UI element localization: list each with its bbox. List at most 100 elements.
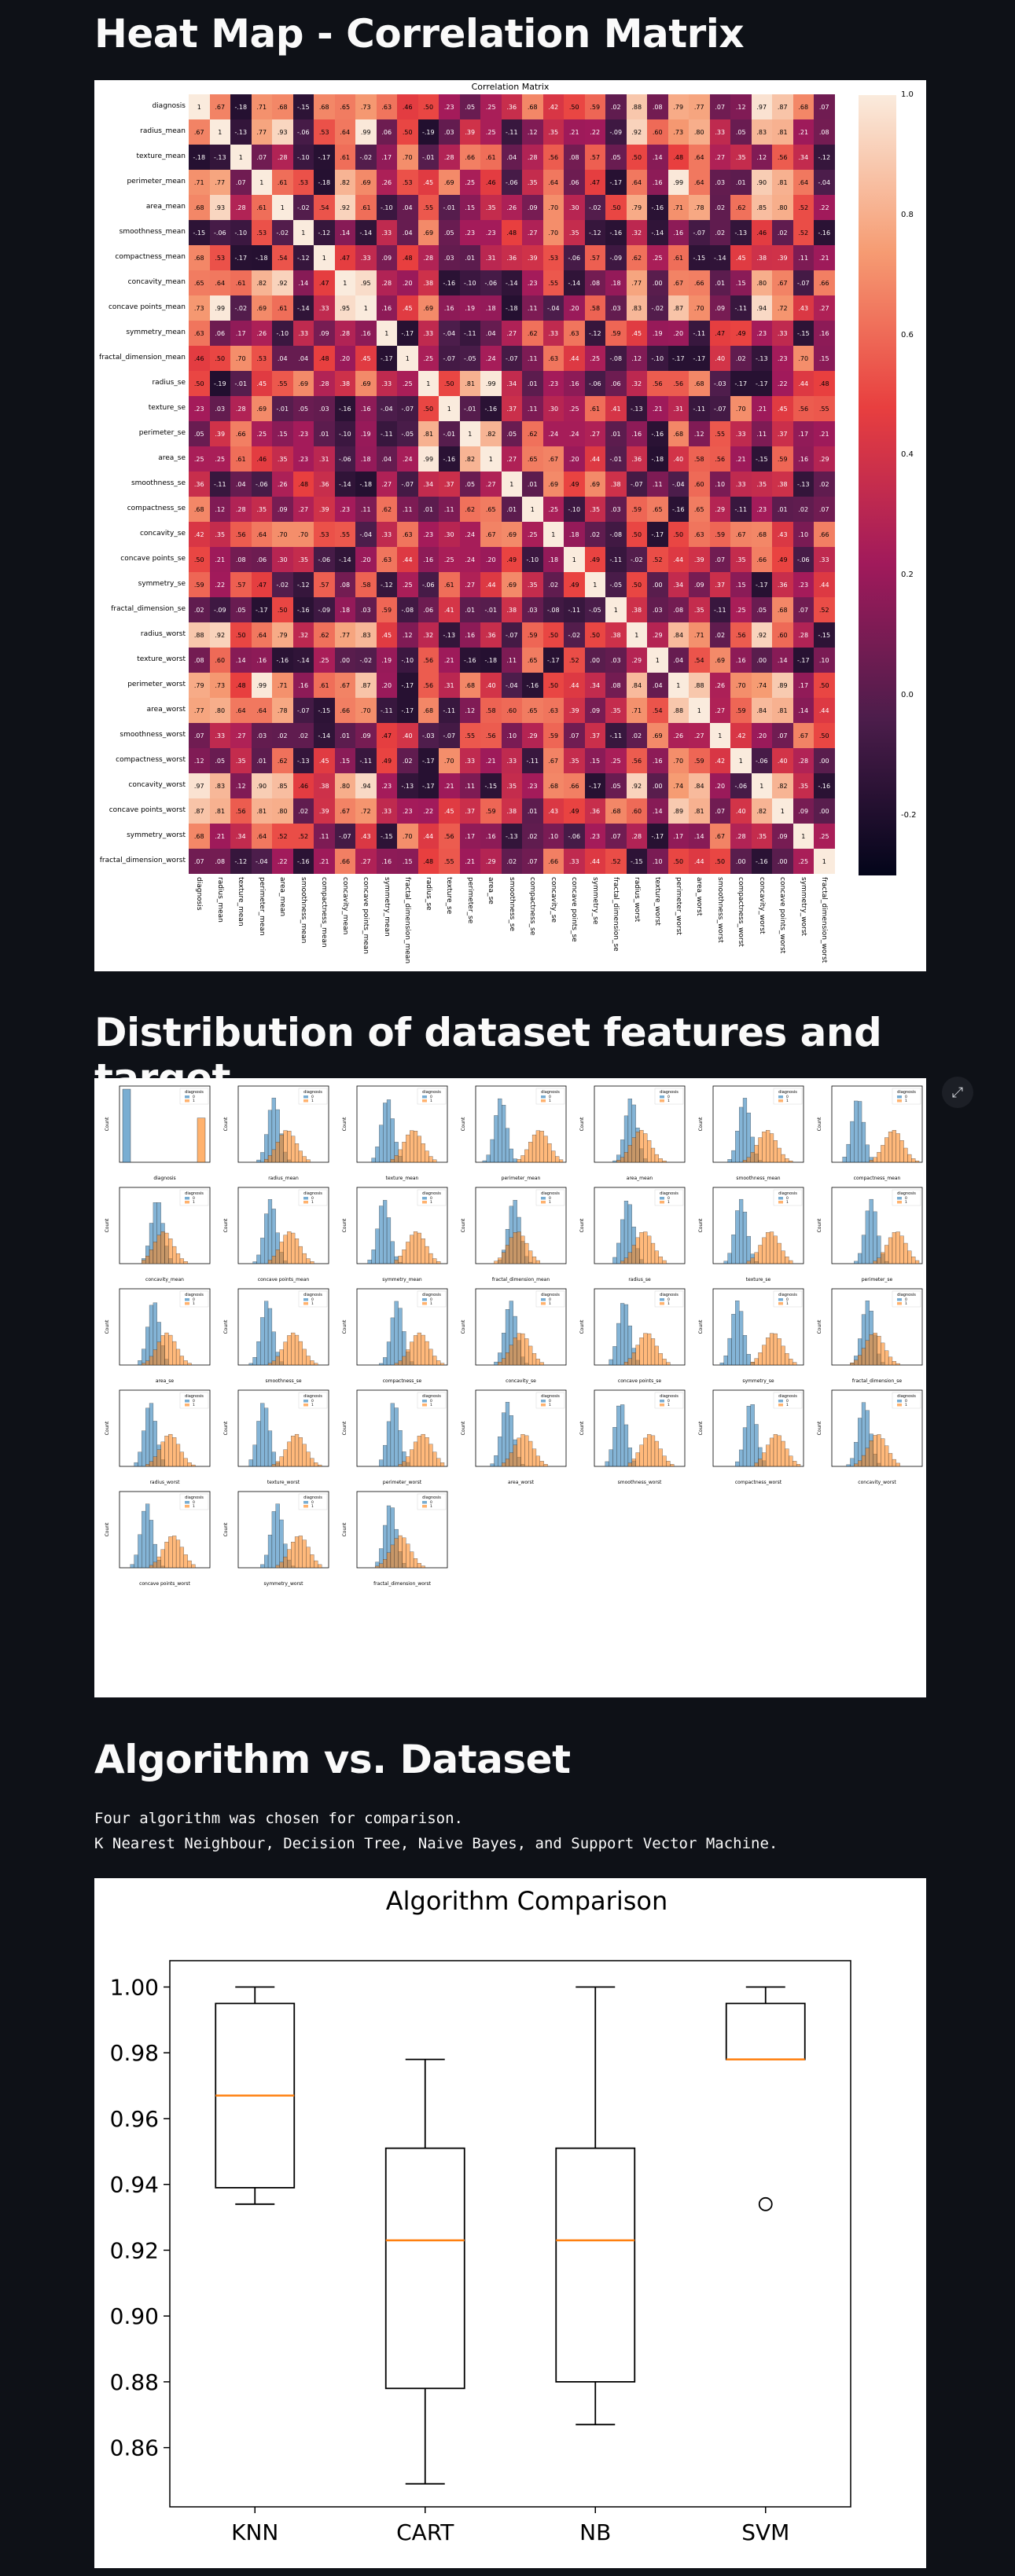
histogram-bar <box>279 1242 284 1264</box>
heatmap-cell: .62 <box>314 622 335 648</box>
heatmap-cell: .35 <box>564 220 585 245</box>
histogram-bar <box>394 1363 399 1366</box>
histogram-bar <box>766 1232 770 1264</box>
histogram-bar <box>865 1448 870 1467</box>
histogram-bar <box>283 1235 288 1264</box>
heatmap-cell: .69 <box>355 170 377 195</box>
heatmap-cell: .67 <box>730 522 752 547</box>
heatmap-cell: .68 <box>272 94 293 119</box>
histogram-bar <box>654 1440 659 1467</box>
histogram-bar <box>639 1444 644 1467</box>
histogram-bar <box>517 1437 521 1467</box>
heatmap-cell: -.18 <box>251 245 272 270</box>
heatmap-cell: -.11 <box>564 597 585 622</box>
heatmap-cell: .35 <box>501 773 522 798</box>
legend-title: diagnosis <box>778 1191 797 1196</box>
heatmap-cell: .56 <box>230 522 252 547</box>
heatmap-cell: .61 <box>251 195 272 220</box>
legend-title: diagnosis <box>778 1090 797 1095</box>
histogram-bar <box>302 1539 307 1569</box>
heatmap-cell: .12 <box>189 748 210 773</box>
legend-label: 1 <box>430 1099 432 1103</box>
heatmap-cell: .23 <box>542 371 564 396</box>
fullscreen-expand-icon[interactable]: ⤢ <box>942 1077 973 1108</box>
heatmap-cell: -.17 <box>314 145 335 170</box>
legend-swatch <box>185 1302 189 1305</box>
histogram-bar <box>881 1342 885 1366</box>
histogram-bar <box>643 1231 648 1264</box>
legend-swatch <box>303 1197 308 1200</box>
histogram-bar <box>310 1360 314 1366</box>
heatmap-cell: .62 <box>376 497 397 522</box>
heatmap-cell: .73 <box>209 673 230 698</box>
histogram-bar <box>432 1356 437 1366</box>
heatmap-cell: .39 <box>772 245 793 270</box>
histogram-bar <box>858 1418 862 1467</box>
heatmap-cell: .10 <box>814 648 835 673</box>
heatmap-cell: .12 <box>230 773 252 798</box>
heatmap-cell: .58 <box>689 446 710 472</box>
heatmap-cell: .67 <box>209 94 230 119</box>
legend-label: 1 <box>430 1504 432 1509</box>
heatmap-cell: .27 <box>814 295 835 321</box>
histogram-bar <box>294 1433 300 1467</box>
heatmap-column-label: compactness_se <box>528 877 536 936</box>
heatmap-cell: -.16 <box>647 421 668 446</box>
heatmap-cell: -.11 <box>730 295 752 321</box>
heatmap-cell: .07 <box>709 94 730 119</box>
heatmap-cell: 1 <box>459 421 480 446</box>
heatmap-cell: .70 <box>292 522 314 547</box>
heatmap-cell: -.13 <box>501 824 522 849</box>
legend-label: 0 <box>193 1500 195 1505</box>
heatmap-cell: .66 <box>230 421 252 446</box>
histogram-bar <box>287 1549 292 1569</box>
heatmap-cell: .12 <box>689 421 710 446</box>
colorbar-tick-label: 0.6 <box>901 330 914 339</box>
heatmap-cell: .06 <box>209 321 230 346</box>
histogram-bar <box>620 1260 625 1264</box>
heatmap-cell: .38 <box>605 472 627 497</box>
heatmap-cell: .01 <box>522 371 543 396</box>
histogram-xlabel: concavity_worst <box>858 1480 896 1485</box>
histogram-bar <box>524 1338 529 1366</box>
heatmap-cell: .77 <box>689 94 710 119</box>
heatmap-cell: .40 <box>730 798 752 824</box>
histogram-bar <box>145 1360 150 1366</box>
legend-label: 1 <box>311 1200 314 1205</box>
histogram-bar <box>402 1356 406 1366</box>
histogram-bar <box>494 1361 498 1366</box>
legend-swatch <box>541 1197 546 1200</box>
histogram-bar <box>164 1332 169 1366</box>
histogram-bar <box>528 1250 533 1264</box>
histogram-ylabel: Count <box>342 1421 348 1435</box>
heatmap-cell: -.02 <box>355 145 377 170</box>
histogram-bar <box>647 1140 652 1163</box>
histogram-bar <box>271 1331 276 1366</box>
heatmap-cell: -.14 <box>292 295 314 321</box>
heatmap-cell: -.10 <box>397 648 418 673</box>
heatmap-cell: .23 <box>292 421 314 446</box>
heatmap-cell: .37 <box>584 723 605 748</box>
heatmap-cell: .00 <box>730 849 752 874</box>
histogram-bar <box>264 1158 269 1163</box>
heatmap-cell: .02 <box>397 748 418 773</box>
histogram-bar <box>881 1438 885 1467</box>
heatmap-cell: -.16 <box>647 195 668 220</box>
histogram-xlabel: perimeter_worst <box>383 1480 422 1485</box>
histogram-bar <box>298 1536 303 1569</box>
histogram-bar <box>623 1424 629 1467</box>
legend-title: diagnosis <box>185 1495 204 1500</box>
heatmap-cell: .27 <box>501 321 522 346</box>
heatmap-cell: .50 <box>626 145 647 170</box>
histogram-bar <box>149 1249 154 1264</box>
histogram-xlabel: perimeter_se <box>862 1277 893 1282</box>
histogram-bar <box>271 1149 276 1163</box>
histogram-bar <box>650 1242 656 1264</box>
heatmap-cell: .42 <box>189 522 210 547</box>
heatmap-column-label: compactness_mean <box>320 877 328 948</box>
histogram-ylabel: Count <box>579 1319 585 1334</box>
legend-swatch <box>660 1404 664 1407</box>
histogram-xlabel: concavity_mean <box>145 1277 184 1282</box>
heatmap-cell: .34 <box>417 472 439 497</box>
histogram-bar <box>662 1455 667 1467</box>
